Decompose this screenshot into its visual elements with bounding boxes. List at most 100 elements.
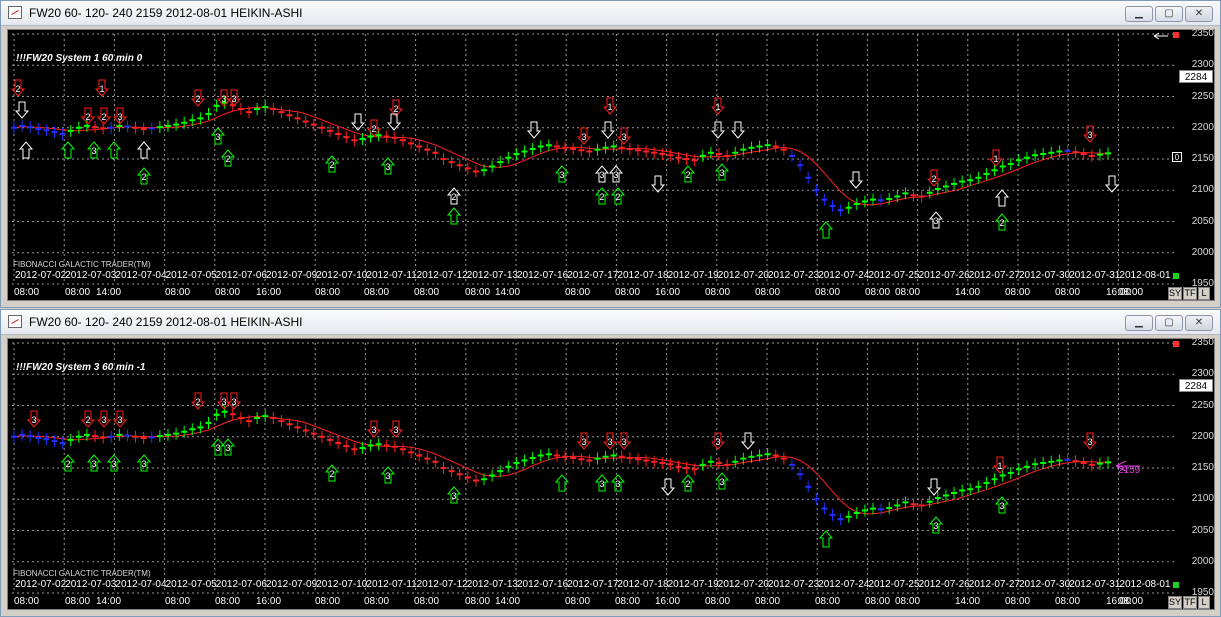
time-label: 08:00 [414,287,440,298]
arrow-count: 2 [226,154,231,164]
y-axis: 2350 2300 2250 2200 2150 2100 2050 2000 1950 [1178,28,1216,289]
buy-arrow-icon: 2 [136,167,152,185]
date-label: 2012-07-25 [868,579,920,590]
title-bar[interactable]: FW20 60- 120- 240 2159 2012-08-01 HEIKIN… [1,310,1220,335]
time-label: 08:00 [1005,287,1031,298]
arrow-count: 3 [222,94,227,104]
arrow-count: 3 [720,477,725,487]
arrow-count: 3 [608,437,613,447]
buy-arrow-icon [818,221,834,239]
date-label: 2012-07-13 [467,270,519,281]
tf-button[interactable]: TF [1183,287,1197,300]
buy-arrow-icon: 2 [610,187,626,205]
close-button[interactable]: ✕ [1185,6,1213,22]
price-chart[interactable]: 2012-07-02 2012-07-03 2012-07-04 2012-07-05… [7,28,1216,301]
date-label: 2012-07-03 [65,270,117,281]
top-marker [1173,32,1179,38]
sell-arrow-icon: 2 [926,169,942,187]
exit-arrow-icon [710,121,726,139]
arrow-count: 2 [686,170,691,180]
bottom-marker [1173,582,1179,588]
price-chart[interactable]: 2012-07-02 2012-07-03 2012-07-04 2012-07-05… [7,337,1215,610]
arrow-shape [324,155,340,173]
sell-arrow-icon: 2 [388,99,404,117]
date-label: 2012-07-05 [166,270,218,281]
arrow-shape [616,432,632,450]
time-label: 08:00 [315,287,341,298]
buy-arrow-icon: 3 [86,454,102,472]
arrow-shape [190,392,206,410]
y-tick-label: 2050 [1191,215,1214,227]
arrow-shape [594,165,610,183]
time-label: 08:00 [1055,596,1081,607]
arrow-shape [350,113,366,131]
arrow-count: 3 [372,425,377,435]
arrow-shape [610,474,626,492]
exit-arrow-icon [600,121,616,139]
buy-arrow-icon: 3 [136,454,152,472]
arrow-count: 3 [92,459,97,469]
sell-arrow-icon: 3 [710,432,726,450]
arrow-count: 2 [86,415,91,425]
arrow-count: 3 [386,471,391,481]
time-label: 16:00 [655,287,681,298]
arrow-count: 2 [932,174,937,184]
arrow-shape [446,486,462,504]
app-icon [8,6,22,19]
time-label: 08:00 [364,287,390,298]
time-label: 16:00 [1106,287,1132,298]
time-label: 08:00 [815,596,841,607]
arrow-shape [366,119,382,137]
date-label: 2012-07-23 [768,579,820,590]
buy-arrow-icon: 3 [210,127,226,145]
system-label: !!!FW20 System 3 60 min -1 [16,362,146,373]
time-label: 08:00 [1055,287,1081,298]
sell-arrow-icon: 3 [576,127,592,145]
arrow-shape [616,127,632,145]
time-label: 16:00 [256,596,282,607]
l-button[interactable]: L [1198,596,1210,609]
arrow-shape [86,141,102,159]
close-button[interactable]: ✕ [1185,315,1213,331]
arrow-count: 2 [86,112,91,122]
arrow-shape [1082,125,1098,143]
minimize-button[interactable]: ▁ [1125,315,1153,331]
time-label: 08:00 [215,596,241,607]
arrow-count: 2 [196,397,201,407]
time-label: 08:00 [215,287,241,298]
sell-arrow-icon: 3 [1082,432,1098,450]
minimize-button[interactable]: ▁ [1125,6,1153,22]
time-label: 08:00 [65,287,91,298]
arrow-shape [926,478,942,496]
arrow-shape [714,163,730,181]
arrow-shape [710,432,726,450]
time-label: 14:00 [955,287,981,298]
buy-arrow-icon: 2 [680,165,696,183]
sell-arrow-icon: 1 [94,79,110,97]
arrow-count: 2 [372,124,377,134]
time-label: 08:00 [895,287,921,298]
time-label: 08:00 [865,596,891,607]
title-bar[interactable]: FW20 60- 120- 240 2159 2012-08-01 HEIKIN… [1,1,1220,26]
tf-button[interactable]: TF [1183,596,1197,609]
sy-button[interactable]: SY [1168,596,1182,609]
arrow-shape [608,165,624,183]
date-label: 2012-07-23 [768,270,820,281]
maximize-button[interactable]: ▢ [1155,6,1183,22]
time-label: 08:00 [895,596,921,607]
exit-arrow-icon [386,113,402,131]
sell-arrow-icon: 3 [112,107,128,125]
arrow-shape [680,474,696,492]
date-label: 2012-07-19 [668,270,720,281]
date-label: 2012-07-31 [1069,579,1121,590]
sell-arrow-icon: 2 [80,107,96,125]
sy-button[interactable]: SY [1168,287,1182,300]
time-label: 08:00 [755,287,781,298]
maximize-button[interactable]: ▢ [1155,315,1183,331]
arrow-count: 3 [600,170,605,180]
y-tick-label: 2350 [1191,337,1214,348]
buy-arrow-icon: 3 [928,516,944,534]
arrow-shape [386,113,402,131]
l-button[interactable]: L [1198,287,1210,300]
buy-arrow-icon [446,207,462,225]
